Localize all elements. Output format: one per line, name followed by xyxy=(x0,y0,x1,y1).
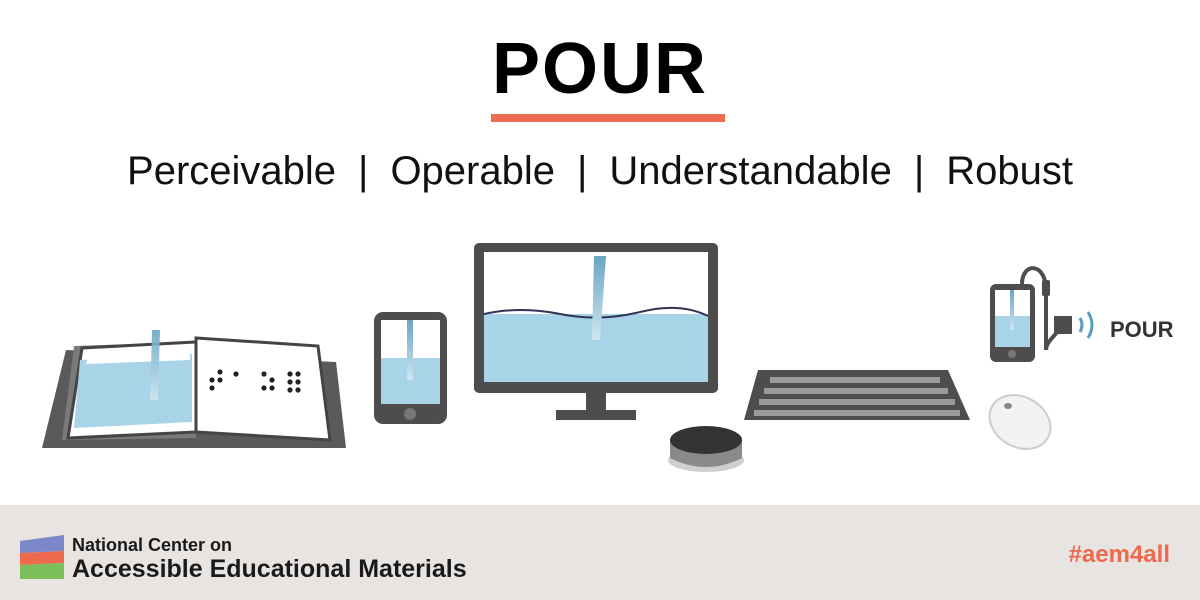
audio-pour-label: POUR xyxy=(1110,317,1174,342)
monitor-icon xyxy=(474,243,718,420)
separator: | xyxy=(913,149,925,193)
principle-understandable: Understandable xyxy=(609,149,892,193)
separator: | xyxy=(577,149,588,193)
principles-line: Perceivable | Operable | Understandable | Robu… xyxy=(0,146,1200,196)
phone-headphones-icon: POUR xyxy=(990,266,1174,362)
separator: | xyxy=(358,149,369,193)
devices-illustration: POUR xyxy=(42,243,1174,472)
page-title: POUR xyxy=(491,29,709,109)
mouse-icon xyxy=(988,394,1052,450)
switch-button-icon xyxy=(668,426,744,472)
title-underline xyxy=(491,114,725,122)
hashtag[interactable]: #aem4all xyxy=(1068,541,1170,568)
ncaem-logo-icon xyxy=(20,535,64,579)
principle-perceivable: Perceivable xyxy=(127,149,337,193)
principle-operable: Operable xyxy=(390,149,555,193)
org-name-line2: Accessible Educational Materials xyxy=(72,555,467,583)
org-name-line1: National Center on xyxy=(72,535,233,555)
smartphone-icon xyxy=(374,312,447,424)
keyboard-icon xyxy=(744,370,970,420)
book-braille-icon xyxy=(42,330,346,448)
footer: National Center on Accessible Educationa… xyxy=(0,505,1200,600)
principle-robust: Robust xyxy=(946,149,1073,193)
